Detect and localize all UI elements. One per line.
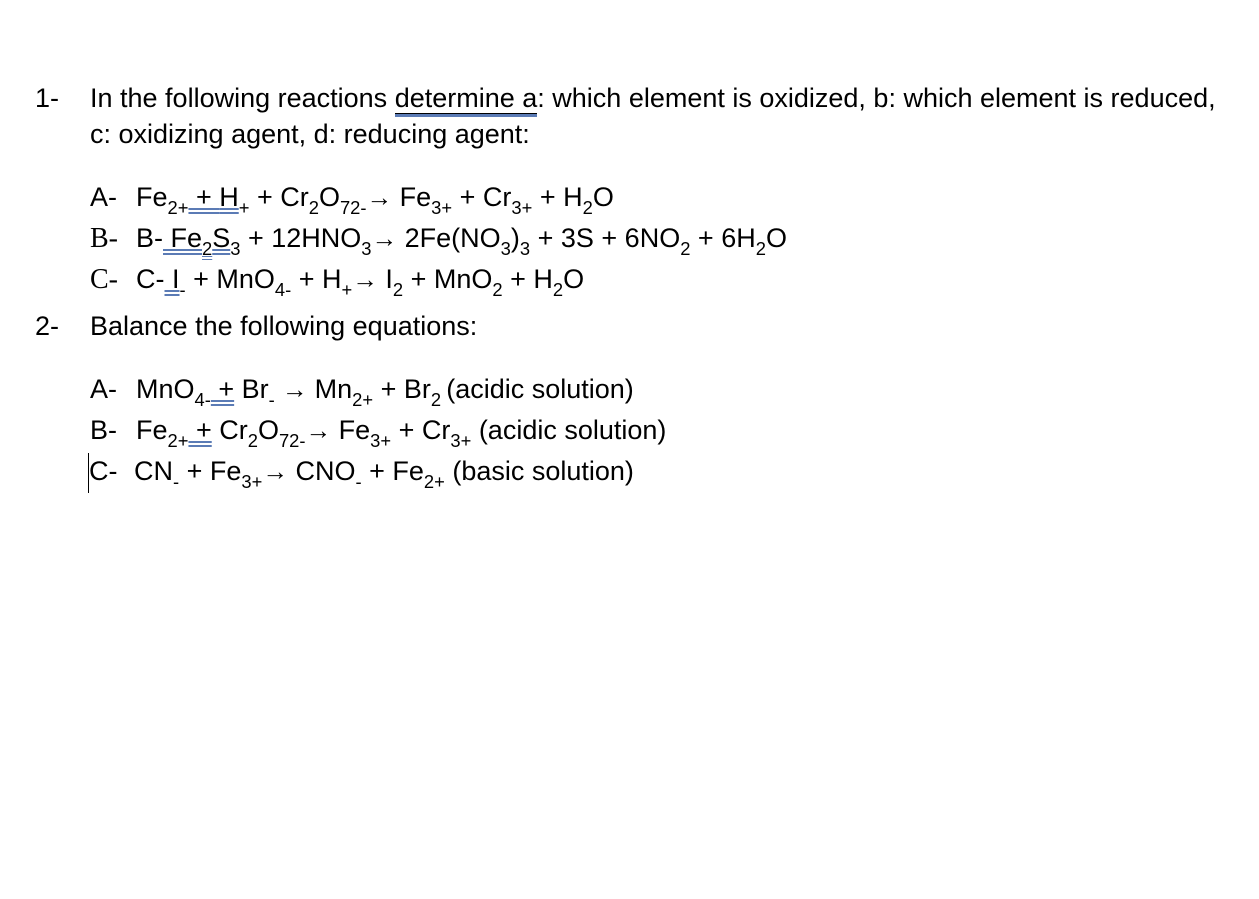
q1-c-equation: C- I- + MnO4- + H+→ I2 + MnO2 + H2O bbox=[136, 261, 1229, 301]
q1-a-label: A- bbox=[90, 179, 136, 219]
q1-c-label: C- bbox=[90, 261, 136, 301]
q2-item-c: C- CN- + Fe3+→ CNO- + Fe2+ (basic soluti… bbox=[90, 453, 1229, 493]
question-2-number: 2- bbox=[30, 308, 90, 503]
q1-item-a: A- Fe2+ + H+ + Cr2O72-→ Fe3+ + Cr3+ + H2… bbox=[90, 179, 1229, 219]
q2-b-equation: Fe2+ + Cr2O72-→ Fe3+ + Cr3+ (acidic solu… bbox=[136, 412, 1229, 452]
q2-a-label: A- bbox=[90, 371, 136, 411]
question-2-content: Balance the following equations: A- MnO4… bbox=[90, 308, 1229, 503]
q2-c-label: C- bbox=[88, 453, 134, 493]
q2-sub-list: A- MnO4- + Br- → Mn2+ + Br2 (acidic solu… bbox=[90, 371, 1229, 494]
q2-c-equation: CN- + Fe3+→ CNO- + Fe2+ (basic solution) bbox=[134, 453, 1229, 493]
q1-a-equation: Fe2+ + H+ + Cr2O72-→ Fe3+ + Cr3+ + H2O bbox=[136, 179, 1229, 219]
q1-item-b: B- B- Fe2S3 + 12HNO3→ 2Fe(NO3)3 + 3S + 6… bbox=[90, 220, 1229, 260]
question-list: 1- In the following reactions determine … bbox=[30, 80, 1229, 503]
q2-item-a: A- MnO4- + Br- → Mn2+ + Br2 (acidic solu… bbox=[90, 371, 1229, 411]
arrow-icon: → bbox=[367, 184, 393, 212]
q1-prompt-determine: determine a bbox=[395, 83, 538, 114]
q1-b-label: B- bbox=[90, 220, 136, 260]
arrow-icon: → bbox=[262, 458, 288, 486]
q1-item-c: C- C- I- + MnO4- + H+→ I2 + MnO2 + H2O bbox=[90, 261, 1229, 301]
q2-a-equation: MnO4- + Br- → Mn2+ + Br2 (acidic solutio… bbox=[136, 371, 1229, 411]
q2-item-b: B- Fe2+ + Cr2O72-→ Fe3+ + Cr3+ (acidic s… bbox=[90, 412, 1229, 452]
question-1-content: In the following reactions determine a: … bbox=[90, 80, 1229, 311]
question-1: 1- In the following reactions determine … bbox=[30, 80, 1229, 311]
q1-prompt: In the following reactions determine a: … bbox=[90, 83, 1216, 149]
question-1-number: 1- bbox=[30, 80, 90, 311]
q2-prompt: Balance the following equations: bbox=[90, 311, 477, 341]
arrow-icon: → bbox=[306, 417, 332, 445]
q1-b-equation: B- Fe2S3 + 12HNO3→ 2Fe(NO3)3 + 3S + 6NO2… bbox=[136, 220, 1229, 260]
q2-b-label: B- bbox=[90, 412, 136, 452]
arrow-icon: → bbox=[372, 225, 398, 253]
arrow-icon: → bbox=[275, 376, 315, 404]
q1-sub-list: A- Fe2+ + H+ + Cr2O72-→ Fe3+ + Cr3+ + H2… bbox=[90, 179, 1229, 302]
arrow-icon: → bbox=[352, 266, 378, 294]
question-2: 2- Balance the following equations: A- M… bbox=[30, 308, 1229, 503]
q1-prompt-pre: In the following reactions bbox=[90, 83, 395, 113]
